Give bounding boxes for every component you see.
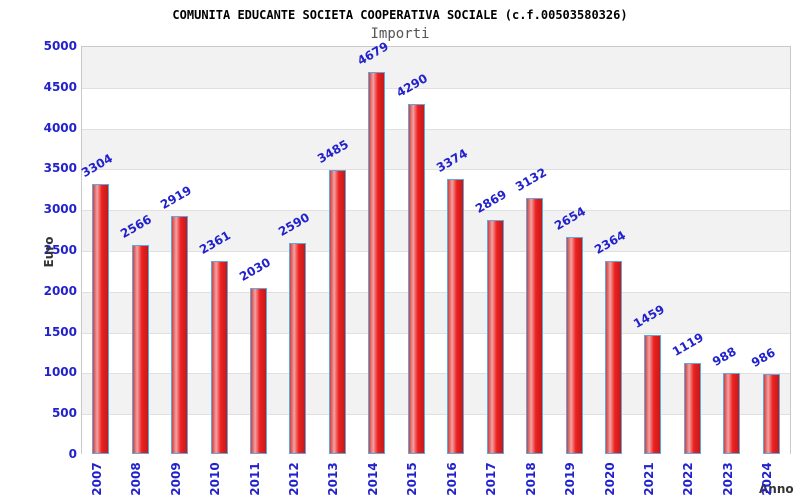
plot-area <box>81 46 791 455</box>
bar <box>407 103 425 454</box>
x-tick-label: 2015 <box>405 462 420 496</box>
y-tick-label: 500 <box>51 406 77 421</box>
grid-band <box>82 128 790 170</box>
bar <box>683 362 701 454</box>
bar <box>328 169 346 454</box>
grid-band <box>82 47 790 88</box>
grid-band <box>82 332 790 374</box>
bar <box>447 178 465 454</box>
grid-band <box>82 291 790 333</box>
bar <box>486 219 504 454</box>
bar <box>644 334 662 454</box>
y-axis-title: Euro <box>42 236 56 268</box>
x-tick-label: 2022 <box>681 462 696 496</box>
y-tick-label: 3000 <box>43 202 77 217</box>
x-axis-title: Anno <box>759 482 794 496</box>
bar <box>92 184 110 454</box>
x-tick-label: 2013 <box>326 462 341 496</box>
x-tick-label: 2017 <box>484 462 499 496</box>
y-tick-label: 1500 <box>43 324 77 339</box>
y-tick-label: 5000 <box>43 39 77 53</box>
x-tick-label: 2016 <box>444 462 459 496</box>
chart-title: COMUNITA EDUCANTE SOCIETA COOPERATIVA SO… <box>172 8 628 22</box>
y-tick-label: 3500 <box>43 161 77 176</box>
grid-band <box>82 251 790 292</box>
bar <box>526 198 544 454</box>
bar <box>565 237 583 454</box>
y-tick-label: 1000 <box>43 365 77 380</box>
y-tick-label: 2500 <box>43 243 77 257</box>
bar <box>723 373 741 454</box>
bar <box>762 373 780 454</box>
x-tick-label: 2007 <box>89 462 104 496</box>
y-tick-label: 4500 <box>43 79 77 94</box>
x-tick-label: 2012 <box>286 462 301 496</box>
x-tick-label: 2020 <box>602 462 617 496</box>
x-tick-label: 2024 <box>760 462 775 496</box>
x-tick-label: 2009 <box>168 462 183 496</box>
bar <box>368 72 386 454</box>
grid-band <box>82 87 790 129</box>
x-tick-label: 2021 <box>641 462 656 496</box>
x-tick-label: 2010 <box>208 462 223 496</box>
x-tick-label: 2008 <box>129 462 144 496</box>
bar <box>131 244 149 454</box>
bar <box>250 288 267 454</box>
y-tick-label: 0 <box>68 447 77 461</box>
bar <box>605 261 622 454</box>
x-tick-label: 2023 <box>720 462 735 496</box>
grid-band <box>82 169 790 211</box>
grid-band <box>82 373 790 415</box>
grid-band <box>82 414 790 455</box>
grid-band <box>82 210 790 251</box>
x-tick-label: 2011 <box>247 462 262 496</box>
y-tick-label: 2000 <box>43 283 77 298</box>
x-tick-label: 2019 <box>563 462 578 496</box>
chart-subtitle: Importi <box>370 26 430 42</box>
x-tick-label: 2018 <box>523 462 538 496</box>
bar <box>210 261 228 454</box>
y-tick-label: 4000 <box>43 120 77 135</box>
bar <box>171 215 189 454</box>
x-tick-label: 2014 <box>365 462 380 496</box>
bar <box>289 242 307 454</box>
